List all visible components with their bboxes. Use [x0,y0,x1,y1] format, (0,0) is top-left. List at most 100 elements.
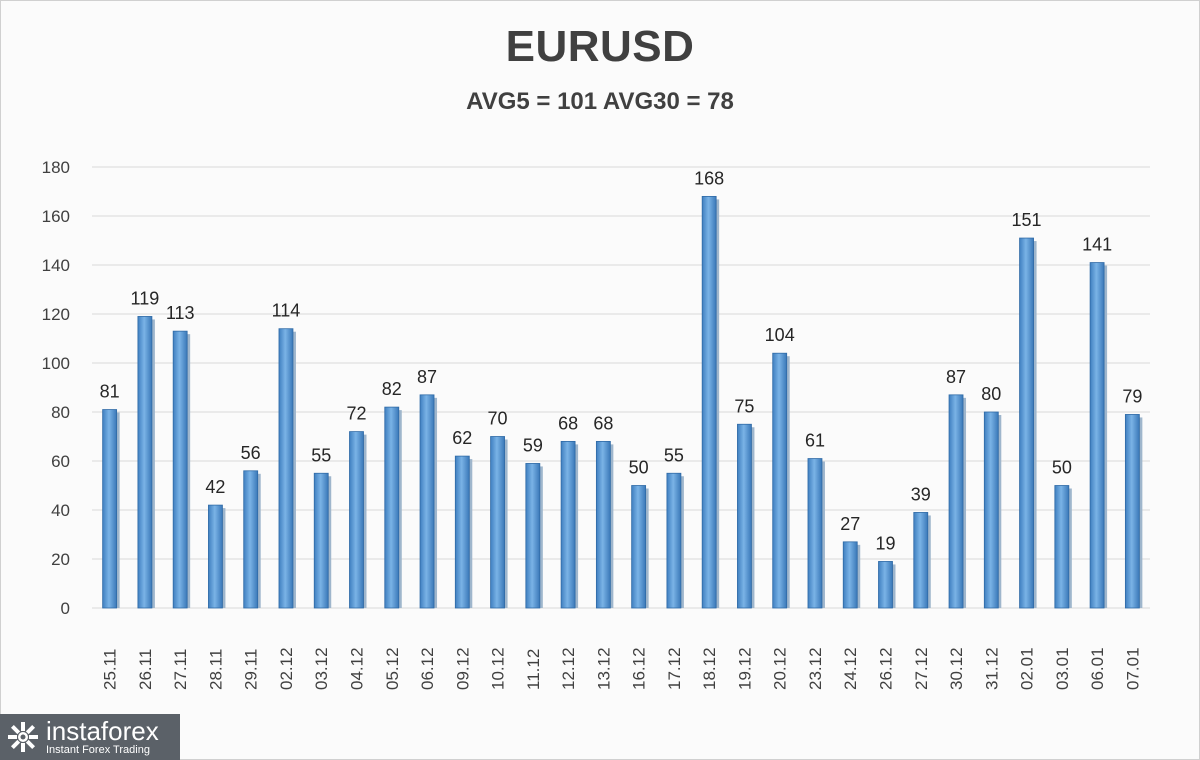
brand-name: instaforex [46,716,159,746]
y-tick-label: 140 [42,256,70,275]
x-tick-label: 19.12 [735,647,754,690]
gridlines [92,166,1150,609]
bar [490,436,505,609]
bar-value-label: 82 [382,379,402,399]
x-tick-label: 06.01 [1088,647,1107,690]
bar-value-label: 68 [593,413,613,433]
bar [1019,237,1034,609]
bar [560,440,576,609]
bar-value-label: 80 [981,384,1001,404]
brand-tagline: Instant Forex Trading [46,744,150,756]
bar-value-label: 87 [417,367,437,387]
bar [419,394,435,609]
bar-value-label: 168 [694,168,724,188]
x-tick-label: 25.11 [101,649,120,690]
bar [137,316,153,609]
bar-value-label: 62 [452,428,472,448]
bar-value-label: 55 [311,445,331,465]
bar-value-label: 141 [1082,235,1112,255]
x-tick-label: 12.12 [559,647,578,690]
x-tick-label: 11.12 [524,649,543,690]
bar [595,440,611,609]
instaforex-logo-icon [8,722,38,752]
bar [913,512,929,609]
bar [1124,414,1140,609]
bar [454,455,470,609]
bar [1054,485,1070,609]
data-labels: 81 119 113 42 56 114 55 72 82 87 62 70 59 68 68 50 55 168… [100,168,1143,553]
bar-value-label: 72 [346,404,366,424]
x-axis-ticks: 25.11 26.11 27.11 28.11 29.11 02.12 03.12 04.12… [101,647,1143,690]
x-tick-label: 23.12 [806,647,825,690]
bar [772,352,788,609]
bar-value-label: 59 [523,435,543,455]
bar [278,328,294,609]
bar [525,463,541,609]
bar-value-label: 114 [272,301,301,321]
bar-value-label: 68 [558,413,578,433]
y-tick-label: 60 [51,452,70,471]
x-tick-label: 29.11 [242,649,261,690]
bar [631,485,647,609]
bar-value-label: 151 [1012,210,1042,230]
brand-logo: instaforex Instant Forex Trading [0,714,180,760]
x-tick-label: 09.12 [453,647,472,690]
bar-value-label: 119 [131,288,160,308]
x-tick-label: 03.12 [312,647,331,690]
bars [102,195,1143,609]
y-tick-label: 120 [42,305,70,324]
y-tick-label: 20 [51,550,70,569]
x-tick-label: 31.12 [982,647,1001,690]
bar-value-label: 42 [205,477,225,497]
bar [737,423,752,609]
y-tick-label: 40 [51,501,70,520]
bar-value-label: 113 [166,303,195,323]
bar [948,394,964,609]
x-tick-label: 13.12 [594,647,613,690]
bar-value-label: 87 [946,367,966,387]
bar [349,431,364,609]
x-tick-label: 30.12 [947,647,966,690]
x-tick-label: 10.12 [489,647,508,690]
bar [102,409,118,609]
x-tick-label: 28.11 [206,649,225,690]
bar-value-label: 50 [629,458,649,478]
bar-value-label: 70 [488,409,508,429]
y-tick-label: 0 [61,599,70,618]
bar [243,470,259,609]
bar [1089,262,1105,609]
bar-value-label: 79 [1122,386,1142,406]
x-tick-label: 07.01 [1123,647,1142,690]
bar [701,195,717,609]
x-tick-label: 05.12 [383,647,402,690]
x-tick-label: 02.01 [1018,647,1037,690]
bar [807,458,823,609]
y-tick-label: 180 [42,158,70,177]
x-tick-label: 17.12 [665,647,684,690]
bar-value-label: 39 [911,484,931,504]
bar [172,330,188,609]
x-tick-label: 27.12 [912,647,931,690]
bar-value-label: 104 [765,325,795,345]
bar-value-label: 81 [100,382,120,402]
bar [983,411,999,609]
bar-value-label: 27 [840,514,860,534]
y-tick-label: 160 [42,207,70,226]
bar [208,504,223,609]
chart-subtitle: AVG5 = 101 AVG30 = 78 [466,88,734,115]
x-tick-label: 26.12 [877,647,896,690]
x-tick-label: 02.12 [277,647,296,690]
bar-value-label: 56 [241,443,261,463]
x-tick-label: 24.12 [841,647,860,690]
bar-value-label: 75 [734,396,754,416]
x-tick-label: 26.11 [136,649,155,690]
x-tick-label: 06.12 [418,647,437,690]
x-tick-label: 20.12 [771,647,790,690]
bar-value-label: 19 [875,533,895,553]
bar [666,472,682,609]
bar-value-label: 55 [664,445,684,465]
bar [384,406,400,609]
bar [313,472,329,609]
